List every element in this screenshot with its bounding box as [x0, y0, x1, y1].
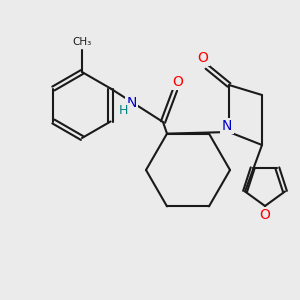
- Text: N: N: [222, 119, 232, 133]
- Text: O: O: [198, 51, 208, 65]
- Text: CH₃: CH₃: [72, 37, 92, 47]
- Text: O: O: [172, 75, 183, 89]
- Text: O: O: [260, 208, 270, 222]
- Text: H: H: [119, 104, 128, 117]
- Text: N: N: [127, 96, 137, 110]
